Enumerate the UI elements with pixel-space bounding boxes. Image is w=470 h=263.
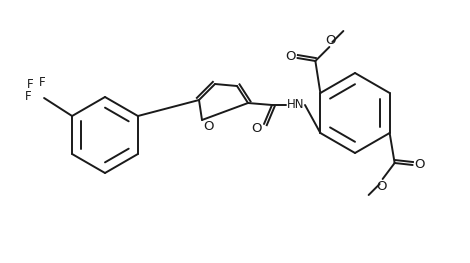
Text: F: F <box>25 89 31 103</box>
Text: O: O <box>252 122 262 134</box>
Text: O: O <box>203 119 213 133</box>
Text: O: O <box>325 33 336 47</box>
Text: O: O <box>415 158 425 170</box>
Text: O: O <box>376 180 387 193</box>
Text: O: O <box>285 50 296 63</box>
Text: F: F <box>39 75 46 89</box>
Text: F: F <box>27 78 33 90</box>
Text: HN: HN <box>287 99 305 112</box>
